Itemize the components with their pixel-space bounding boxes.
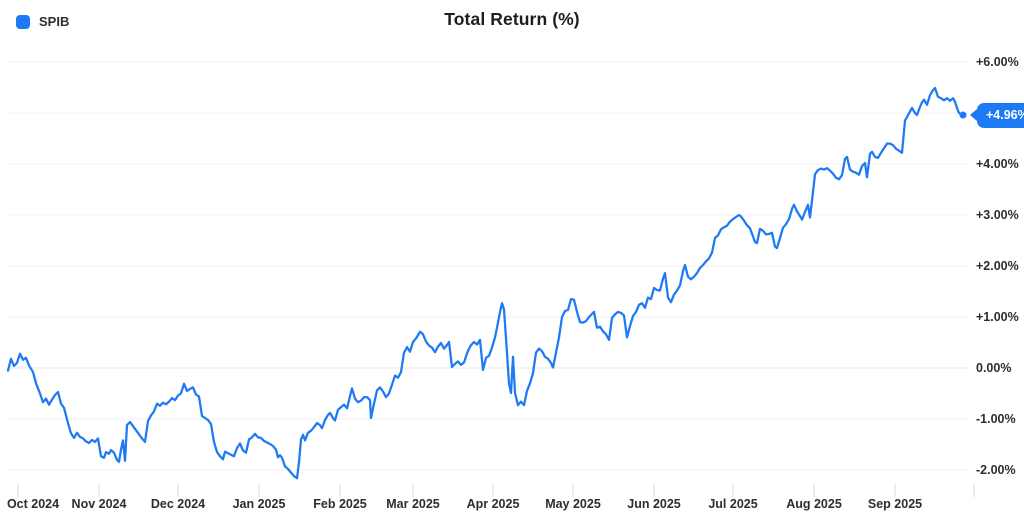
series-line-spib[interactable]	[6, 86, 965, 480]
series-endpoint-dot	[959, 111, 967, 119]
last-value-badge: +4.96%	[977, 102, 1024, 128]
legend-swatch-icon[interactable]	[16, 14, 30, 29]
page-title: Total Return (%)	[444, 9, 580, 29]
last-value-label: +4.96%	[986, 108, 1024, 123]
legend: SPIB	[16, 14, 69, 29]
legend-item-spib[interactable]: SPIB	[39, 14, 70, 29]
